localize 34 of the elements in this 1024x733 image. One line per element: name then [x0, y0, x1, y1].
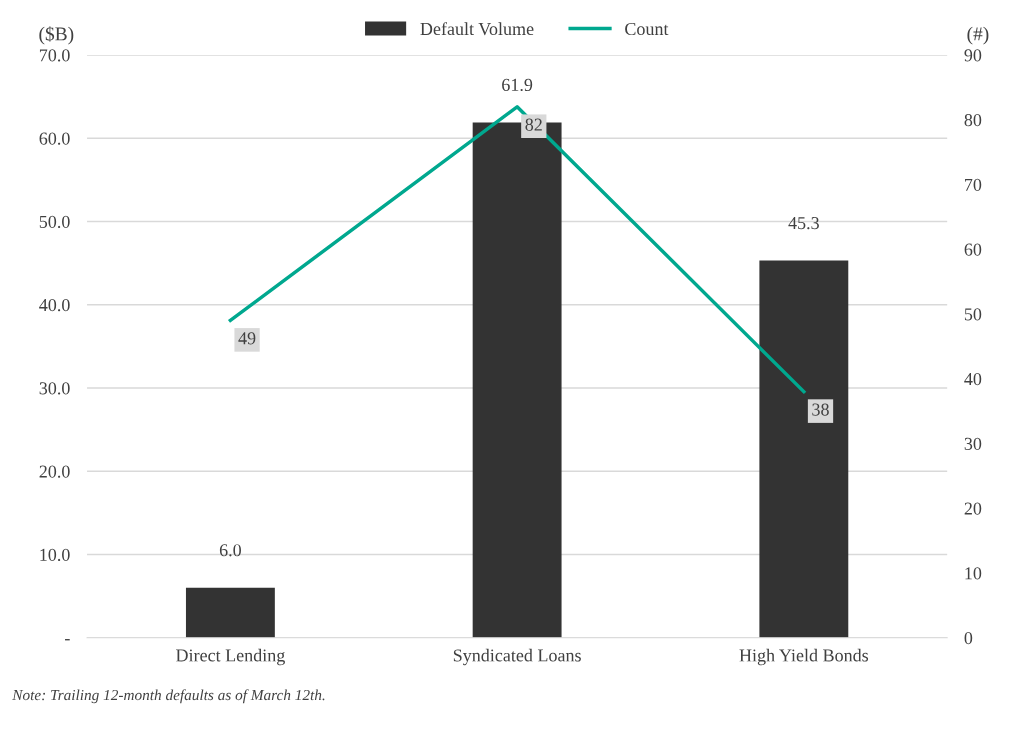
data-label: 6.0	[219, 544, 241, 557]
y-tick-label: 50.0	[39, 215, 70, 228]
x-tick-label: High Yield Bonds	[739, 648, 869, 666]
y-tick-label: 30.0	[39, 382, 70, 395]
y-tick-label: 70.0	[39, 49, 70, 62]
y2-tick-label: 60	[964, 243, 982, 256]
data-label: 82	[525, 118, 542, 131]
bar	[185, 587, 275, 638]
y-axis-title: ($B)	[39, 26, 74, 45]
y2-tick-label: 40	[964, 372, 982, 386]
data-label: 38	[812, 403, 829, 416]
y2-tick-label: 80	[964, 113, 982, 127]
x-tick-label: Syndicated Loans	[453, 648, 581, 666]
y-tick-label: -	[65, 639, 70, 641]
data-label: 61.9	[502, 78, 533, 92]
legend-label: Default Volume	[420, 22, 534, 36]
y2-tick-label: 70	[965, 178, 982, 191]
legend-label: Count	[625, 22, 669, 36]
data-label: 45.3	[788, 217, 819, 230]
y2-tick-label: 50	[964, 308, 982, 321]
y2-tick-label: 20	[964, 502, 982, 515]
x-tick-label: Direct Lending	[176, 648, 285, 666]
data-label: 49	[238, 332, 256, 345]
bar	[759, 260, 849, 638]
text: Note: Trailing 12-month defaults as of March 12th.	[12, 689, 325, 704]
y-tick-label: 40.0	[39, 298, 70, 312]
y2-axis-title: (#)	[967, 26, 989, 45]
y2-tick-label: 10	[965, 567, 982, 580]
y2-tick-label: 90	[964, 49, 982, 62]
y-tick-label: 60.0	[39, 132, 70, 145]
y2-tick-label: 30	[964, 437, 982, 450]
y-tick-label: 10.0	[40, 548, 70, 561]
y-tick-label: 20.0	[39, 465, 70, 478]
y2-tick-label: 0	[964, 631, 973, 645]
